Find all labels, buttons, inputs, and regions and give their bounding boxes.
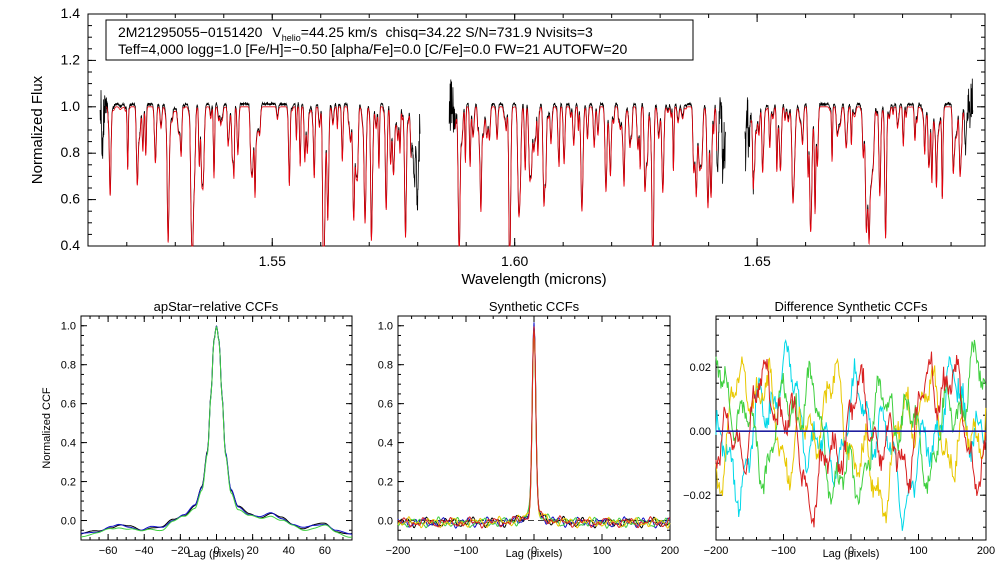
observed-spectrum-line (448, 79, 726, 247)
x-tick-label: −40 (135, 545, 154, 557)
synthetic-ccf-line-visit-3 (398, 329, 671, 529)
difference-ccf-x-label: Lag (pixels) (823, 548, 880, 560)
y-tick-label: 0.6 (61, 399, 76, 411)
spectrum-y-label: Normalized Flux (29, 75, 46, 184)
vhelio-value: =44.25 km/s (301, 24, 378, 40)
x-tick-label: 200 (977, 545, 995, 557)
x-tick-label: 100 (593, 545, 611, 557)
synthetic-ccf-line-visit-4 (397, 329, 671, 529)
y-tick-label: 1.0 (61, 98, 81, 114)
model-spectrum-line (454, 106, 718, 247)
apstar-ccf-frame (80, 315, 353, 541)
x-tick-label: −100 (454, 545, 479, 557)
y-tick-label: 0.00 (690, 426, 711, 438)
y-tick-label: 0.6 (61, 191, 81, 207)
ccf-line-visit-3 (81, 326, 353, 538)
difference-ccf-ticks: −200 −100 0 100 200 −0.02 0.00 0.02 (683, 316, 995, 557)
difference-ccf-line-diff-cyan (715, 339, 987, 531)
x-tick-label: 0 (531, 545, 537, 557)
x-tick-label: −200 (704, 545, 729, 557)
y-tick-label: 0.2 (61, 477, 76, 489)
y-tick-label: 0.8 (61, 144, 81, 160)
difference-ccf-line-diff-green (715, 339, 987, 506)
x-tick-label: 20 (247, 545, 259, 557)
y-tick-label: −0.02 (683, 490, 711, 502)
x-tick-label: 100 (909, 545, 927, 557)
synthetic-ccf-line-visit-2 (397, 322, 671, 529)
spectrum-lines (99, 78, 974, 247)
annotation-box (105, 19, 694, 61)
synthetic-ccf-x-label: Lag (pixels) (506, 548, 563, 560)
apstar-ccf-title: apStar−relative CCFs (154, 299, 279, 314)
difference-ccf-frame (715, 315, 987, 541)
apstar-ccf-lines (80, 325, 353, 538)
x-tick-label: 40 (283, 545, 295, 557)
synthetic-ccf-ticks: −200 −100 0 100 200 0.0 0.2 0.4 0.6 0.8 1.0 (378, 315, 679, 557)
difference-ccf-lines (715, 339, 987, 531)
y-tick-label: 1.0 (61, 321, 76, 333)
y-tick-label: 1.4 (61, 5, 81, 21)
y-tick-label: 0.4 (61, 237, 81, 253)
x-tick-label: 1.60 (501, 253, 528, 269)
ccf-line-visit-2 (81, 325, 353, 535)
synthetic-ccf-frame (397, 315, 671, 541)
ccf-line-visit-1 (80, 325, 353, 535)
y-tick-label: 0.2 (378, 477, 393, 489)
synthetic-ccf-lines (397, 322, 671, 529)
x-tick-label: −100 (771, 545, 796, 557)
x-tick-label: 0 (213, 545, 219, 557)
apstar-ccf-panel: apStar−relative CCFs −60 −40 −20 0 20 40 60 0.0… (41, 299, 353, 560)
x-tick-label: −200 (386, 545, 411, 557)
difference-ccf-line-diff-red (715, 351, 987, 528)
spectrum-panel: 1.55 1.60 1.65 0.4 0.6 0.8 1.0 1.2 1.4 Wavelengt… (29, 5, 986, 288)
x-tick-label: 1.55 (259, 253, 286, 269)
x-tick-label: 60 (319, 545, 331, 557)
y-tick-label: 0.4 (61, 438, 76, 450)
vhelio-subscript: helio (282, 33, 301, 43)
x-tick-label: 200 (661, 545, 679, 557)
x-tick-label: −60 (99, 545, 118, 557)
apstar-ccf-x-label: Lag (pixels) (188, 548, 245, 560)
y-tick-label: 0.6 (378, 399, 393, 411)
observed-spectrum-line (744, 78, 974, 243)
model-spectrum-line (106, 106, 412, 247)
y-tick-label: 0.0 (61, 516, 76, 528)
annotation-line-2: Teff=4,000 logg=1.0 [Fe/H]=−0.50 [alpha/… (118, 41, 627, 57)
x-tick-label: 1.65 (743, 253, 770, 269)
vhelio-prefix: V (272, 24, 282, 40)
apstar-ccf-ticks: −60 −40 −20 0 20 40 60 0.0 0.2 0.4 0.6 0.8 1.0 (61, 315, 353, 557)
x-tick-label: −20 (171, 545, 190, 557)
apstar-ccf-y-label: Normalized CCF (41, 387, 53, 469)
y-tick-label: 1.0 (378, 321, 393, 333)
annotation-stats: chisq=34.22 S/N=731.9 Nvisits=3 (385, 24, 593, 40)
y-tick-label: 0.8 (61, 360, 76, 372)
synthetic-ccf-line-visit-1 (397, 327, 671, 529)
x-tick-label: 0 (848, 545, 854, 557)
model-spectrum-line (750, 106, 965, 246)
y-tick-label: 1.2 (61, 51, 81, 67)
difference-ccf-panel: Difference Synthetic CCFs −200 −100 0 100 20… (683, 299, 995, 560)
y-tick-label: 0.4 (378, 438, 393, 450)
star-id: 2M21295055−0151420 (118, 24, 263, 40)
synthetic-ccf-line-visit-5 (398, 326, 671, 529)
annotation-line-1: 2M21295055−0151420 Vhelio=44.25 km/s chisq… (118, 24, 593, 43)
y-tick-label: 0.0 (378, 516, 393, 528)
synthetic-ccf-title: Synthetic CCFs (489, 299, 580, 314)
spectrum-ticks: 1.55 1.60 1.65 0.4 0.6 0.8 1.0 1.2 1.4 (61, 5, 985, 269)
difference-ccf-title: Difference Synthetic CCFs (775, 299, 928, 314)
y-tick-label: 0.8 (378, 360, 393, 372)
y-tick-label: 0.02 (690, 362, 711, 374)
synthetic-ccf-panel: Synthetic CCFs −200 −100 0 100 200 0.0 0.2 0.4 0… (378, 299, 679, 560)
spectrum-x-label: Wavelength (microns) (461, 271, 606, 288)
